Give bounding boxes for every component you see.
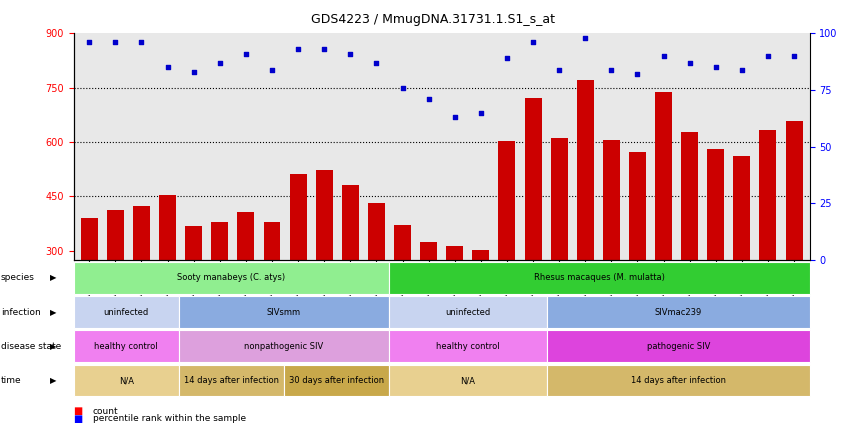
Bar <box>342 186 359 359</box>
Point <box>422 95 436 103</box>
Bar <box>368 203 385 359</box>
Text: nonpathogenic SIV: nonpathogenic SIV <box>244 342 324 351</box>
Point <box>761 52 775 59</box>
Bar <box>655 92 672 359</box>
Text: SIVmac239: SIVmac239 <box>655 308 701 317</box>
Point <box>630 71 644 78</box>
Text: healthy control: healthy control <box>94 342 158 351</box>
Text: ■: ■ <box>74 406 83 416</box>
Bar <box>263 222 281 359</box>
Bar <box>107 210 124 359</box>
Text: ▶: ▶ <box>50 308 57 317</box>
Point <box>82 39 96 46</box>
Text: uninfected: uninfected <box>445 308 490 317</box>
Point <box>239 50 253 57</box>
Text: 30 days after infection: 30 days after infection <box>289 376 384 385</box>
Bar <box>734 156 750 359</box>
Point <box>448 114 462 121</box>
Bar <box>185 226 202 359</box>
Point <box>396 84 410 91</box>
Text: Rhesus macaques (M. mulatta): Rhesus macaques (M. mulatta) <box>534 274 665 282</box>
Text: time: time <box>1 376 22 385</box>
Text: pathogenic SIV: pathogenic SIV <box>647 342 710 351</box>
Text: Sooty manabeys (C. atys): Sooty manabeys (C. atys) <box>178 274 286 282</box>
Text: uninfected: uninfected <box>104 308 149 317</box>
Text: count: count <box>93 407 119 416</box>
Bar <box>499 141 515 359</box>
Text: SIVsmm: SIVsmm <box>267 308 301 317</box>
Point <box>735 66 749 73</box>
Text: species: species <box>1 274 35 282</box>
Point <box>265 66 279 73</box>
Bar <box>446 246 463 359</box>
Text: GDS4223 / MmugDNA.31731.1.S1_s_at: GDS4223 / MmugDNA.31731.1.S1_s_at <box>311 13 555 26</box>
Bar <box>159 195 176 359</box>
Bar <box>133 206 150 359</box>
Bar <box>708 148 724 359</box>
Text: ▶: ▶ <box>50 376 57 385</box>
Point <box>708 64 722 71</box>
Text: healthy control: healthy control <box>436 342 500 351</box>
Text: 14 days after infection: 14 days after infection <box>184 376 279 385</box>
Point <box>134 39 148 46</box>
Point <box>526 39 540 46</box>
Text: 14 days after infection: 14 days after infection <box>630 376 726 385</box>
Text: infection: infection <box>1 308 41 317</box>
Bar <box>81 218 98 359</box>
Point <box>500 55 514 62</box>
Bar <box>525 98 541 359</box>
Point <box>578 34 592 41</box>
Text: ▶: ▶ <box>50 274 57 282</box>
Bar <box>629 152 646 359</box>
Point <box>291 46 305 53</box>
Bar <box>316 170 333 359</box>
Text: N/A: N/A <box>119 376 133 385</box>
Bar <box>211 222 229 359</box>
Bar <box>551 138 567 359</box>
Bar <box>237 212 255 359</box>
Bar <box>785 121 803 359</box>
Point <box>656 52 670 59</box>
Text: ■: ■ <box>74 414 83 424</box>
Point <box>213 59 227 66</box>
Text: ▶: ▶ <box>50 342 57 351</box>
Point <box>370 59 384 66</box>
Point <box>604 66 618 73</box>
Point <box>474 109 488 116</box>
Point <box>187 68 201 75</box>
Bar <box>472 250 489 359</box>
Bar <box>420 242 437 359</box>
Point <box>682 59 696 66</box>
Bar <box>577 79 594 359</box>
Point <box>108 39 122 46</box>
Bar <box>759 131 777 359</box>
Point <box>161 64 175 71</box>
Bar <box>289 174 307 359</box>
Point <box>553 66 566 73</box>
Bar <box>603 140 620 359</box>
Bar <box>394 225 411 359</box>
Text: N/A: N/A <box>461 376 475 385</box>
Bar <box>682 132 698 359</box>
Text: percentile rank within the sample: percentile rank within the sample <box>93 414 246 423</box>
Point <box>787 52 801 59</box>
Point <box>317 46 331 53</box>
Point <box>344 50 358 57</box>
Text: disease state: disease state <box>1 342 61 351</box>
